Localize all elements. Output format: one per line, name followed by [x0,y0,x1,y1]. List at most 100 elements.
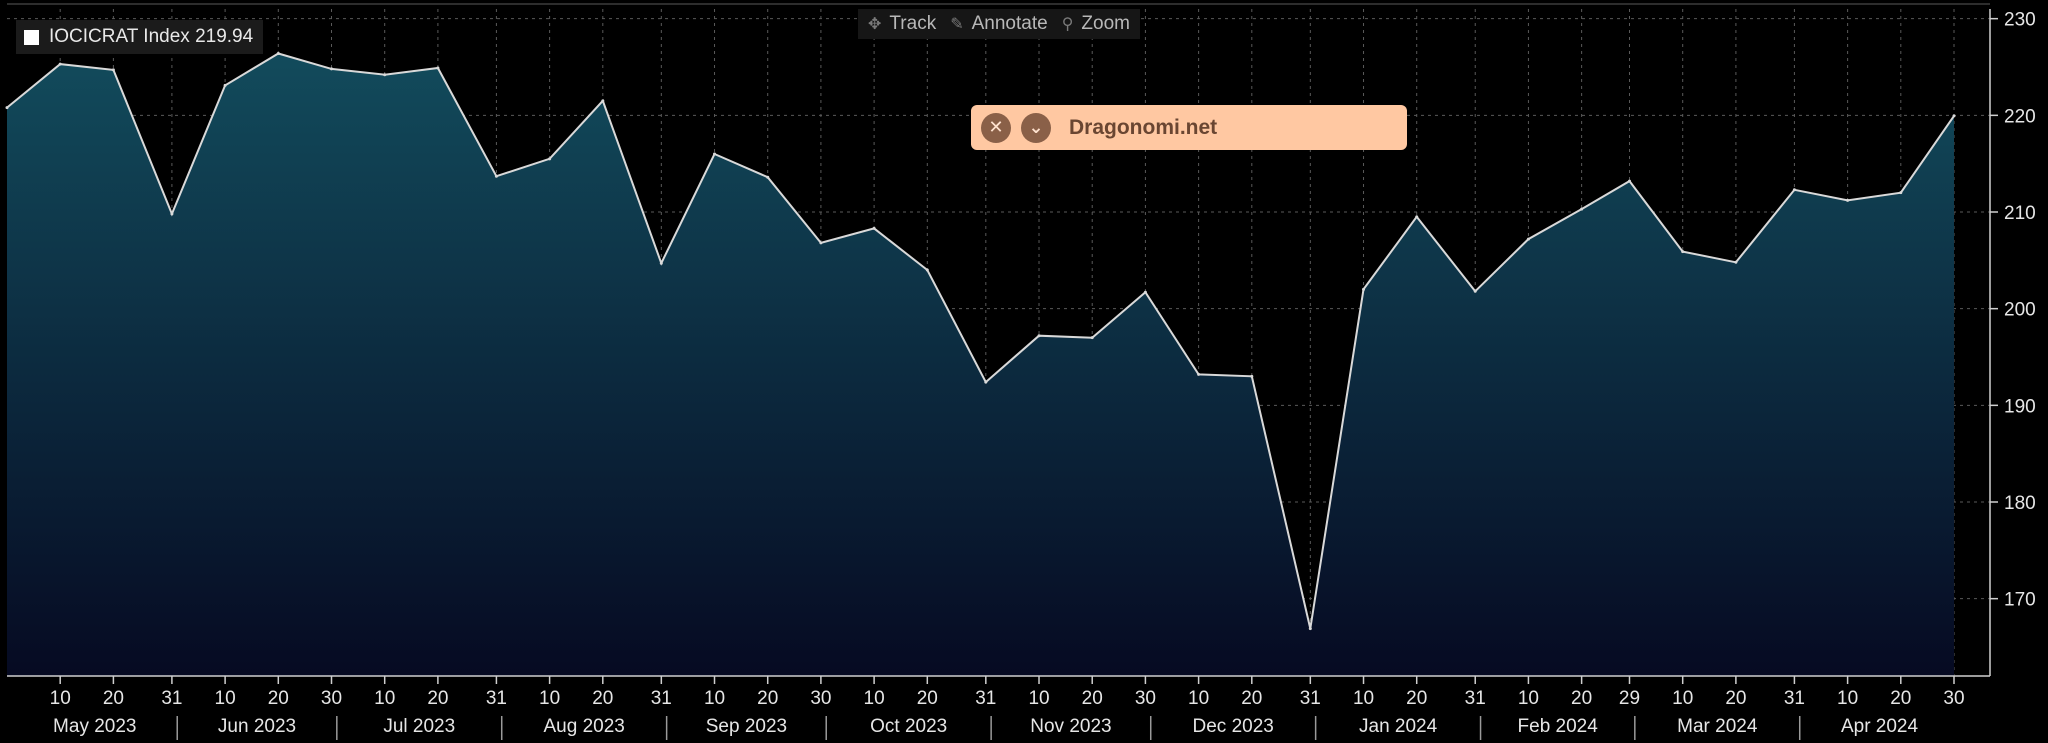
x-tick-label: 20 [592,688,613,709]
area-series [5,51,1956,676]
data-point [436,66,440,70]
annotate-button[interactable]: ✎ Annotate [950,13,1047,35]
legend-label: IOCICRAT Index 219.94 [49,26,254,47]
x-tick-label: 31 [161,688,182,709]
track-label: Track [889,13,937,34]
data-point [1308,627,1312,631]
x-tick-label: 30 [1943,688,1964,709]
data-point [1681,250,1685,254]
data-point [1846,198,1850,202]
x-month-label: Dec 2023 [1193,716,1274,737]
x-tick-label: 20 [1241,688,1262,709]
data-point [984,380,988,384]
data-point [1415,215,1419,219]
x-tick-label: 10 [1353,688,1374,709]
x-month-label: Jun 2023 [218,716,296,737]
data-point [170,212,174,216]
data-point [330,67,333,71]
x-tick-label: 30 [321,688,342,709]
zoom-label: Zoom [1081,13,1130,34]
y-tick-label: 220 [2004,106,2036,127]
y-tick-label: 230 [2004,10,2036,31]
x-month-label: Nov 2023 [1030,716,1111,737]
y-tick-label: 210 [2004,203,2036,224]
zoom-button[interactable]: ⚲ Zoom [1062,13,1130,35]
x-tick-label: 20 [268,688,289,709]
track-button[interactable]: ✥ Track [868,13,936,35]
data-point [1473,289,1477,293]
data-point [601,99,605,103]
x-tick-label: 10 [215,688,236,709]
x-tick-label: 10 [374,688,395,709]
legend-swatch[interactable] [24,29,39,45]
x-month-label: Feb 2024 [1518,716,1599,737]
x-tick-label: 20 [1725,688,1746,709]
x-month-label: May 2023 [53,716,136,737]
x-tick-label: 30 [810,688,831,709]
watermark-banner: ✕ ⌄ Dragonomi.net [971,105,1407,150]
x-tick-label: 31 [486,688,507,709]
x-month-label: Apr 2024 [1841,716,1919,737]
chevron-down-icon[interactable]: ⌄ [1021,112,1051,143]
x-tick-label: 20 [427,688,448,709]
data-point [766,175,770,179]
x-tick-label: 10 [50,688,71,709]
close-icon[interactable]: ✕ [981,112,1011,143]
chart-toolbar: ✥ Track ✎ Annotate ⚲ Zoom [858,9,1140,39]
data-point [383,73,387,77]
data-point [1734,260,1738,264]
axes [7,3,1991,677]
x-tick-label: 10 [864,688,885,709]
data-point [548,157,552,161]
data-point [1899,191,1903,195]
x-tick-label: 31 [1465,688,1486,709]
data-point [1090,336,1094,340]
data-point [819,241,823,245]
data-point [223,83,227,87]
x-tick-label: 31 [1784,688,1805,709]
x-month-label: Sep 2023 [706,716,787,737]
x-tick-label: 10 [1188,688,1209,709]
x-axis-ticks: 10 20 31 10 20 30 10 20 31 10 20 31 10 20 30 10 20 31 10 20… [50,676,1965,740]
data-point [111,68,115,72]
x-tick-label: 20 [1406,688,1427,709]
data-point [1526,237,1530,241]
annotate-label: Annotate [971,13,1048,34]
data-point [925,268,929,272]
x-month-label: Oct 2023 [870,716,947,737]
x-tick-label: 29 [1619,688,1640,709]
x-tick-label: 20 [757,688,778,709]
x-tick-label: 30 [1135,688,1156,709]
y-axis-ticks: 170 180 190 200 210 220 230 [1990,10,2036,611]
data-point [1143,290,1147,294]
x-tick-label: 20 [917,688,938,709]
data-point [1197,372,1201,376]
data-point [1792,188,1796,192]
data-point [494,174,498,178]
x-tick-label: 20 [1082,688,1103,709]
x-tick-label: 10 [1672,688,1693,709]
data-point [1250,374,1254,378]
legend: IOCICRAT Index 219.94 [16,20,264,54]
data-point [659,261,663,265]
data-point [1362,287,1366,291]
x-tick-label: 10 [1837,688,1858,709]
y-tick-label: 200 [2004,300,2036,321]
data-point [713,152,717,156]
x-tick-label: 31 [1300,688,1321,709]
data-point [1628,179,1631,183]
data-point [872,226,876,230]
x-month-label: Jan 2024 [1359,716,1438,737]
x-tick-label: 31 [651,688,672,709]
x-tick-label: 31 [975,688,996,709]
banner-text: Dragonomi.net [1069,115,1218,139]
x-month-label: Mar 2024 [1677,716,1758,737]
x-tick-label: 10 [1028,688,1049,709]
data-point [58,62,62,66]
x-month-label: Jul 2023 [383,716,455,737]
data-point [5,106,9,110]
data-point [1952,114,1956,118]
x-month-label: Aug 2023 [544,716,625,737]
x-tick-label: 20 [1571,688,1592,709]
